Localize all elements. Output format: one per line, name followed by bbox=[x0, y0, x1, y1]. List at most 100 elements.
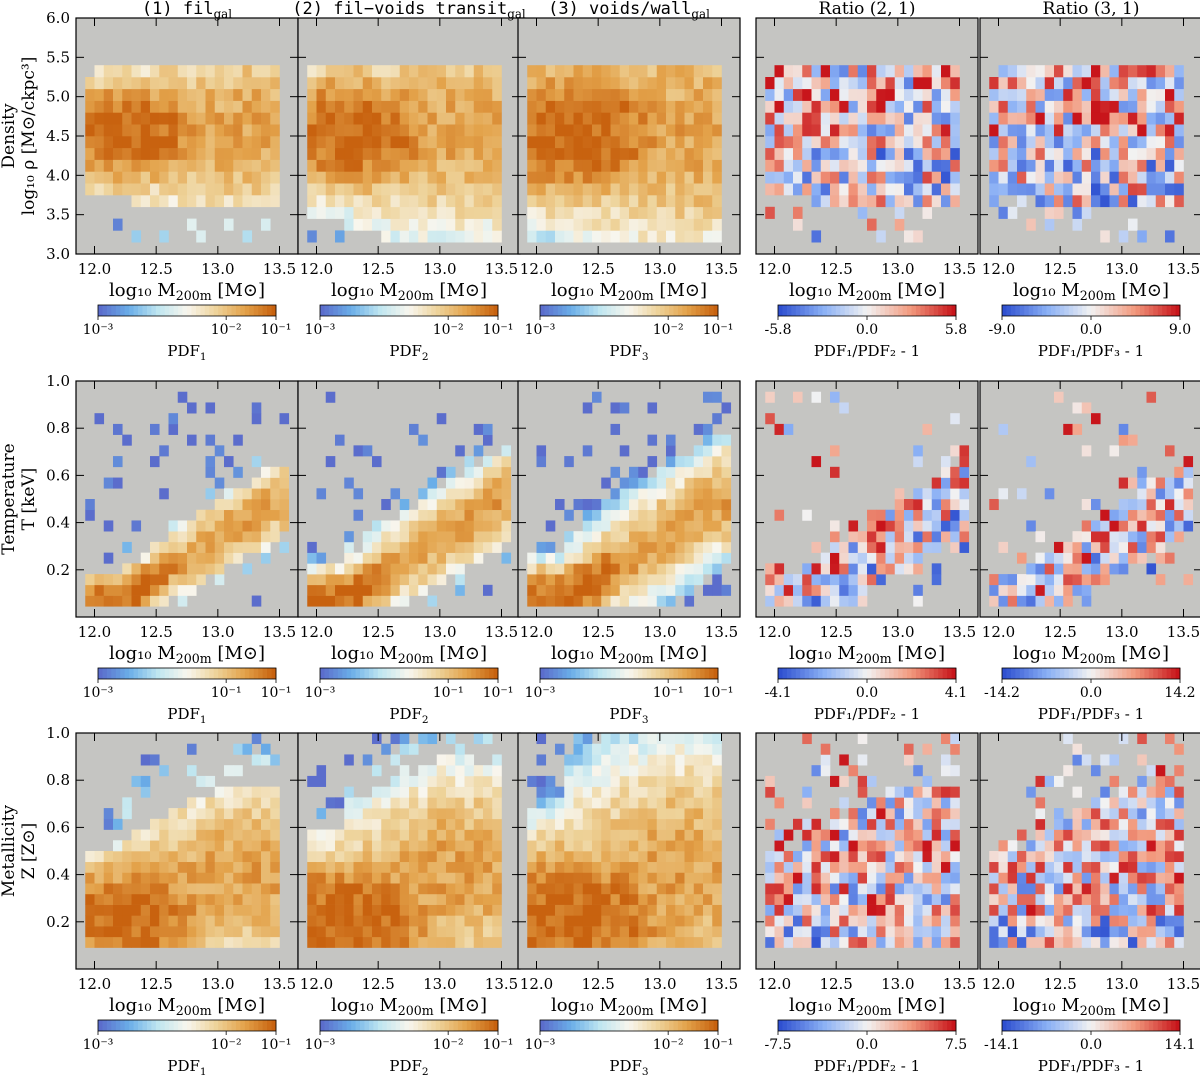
heatmap-cell bbox=[270, 786, 280, 798]
heatmap-cell bbox=[684, 574, 695, 586]
heatmap-cell bbox=[876, 147, 886, 160]
heatmap-cell bbox=[390, 915, 401, 927]
heatmap-cell bbox=[647, 563, 658, 575]
heatmap-cell bbox=[1072, 936, 1083, 948]
heatmap-cell bbox=[177, 936, 188, 948]
heatmap-cell bbox=[214, 840, 225, 852]
heatmap-cell bbox=[885, 818, 896, 830]
colorbar-segment bbox=[844, 305, 850, 316]
colorbar-segment bbox=[377, 668, 383, 679]
heatmap-cell bbox=[205, 77, 216, 90]
heatmap-cell bbox=[464, 541, 475, 553]
heatmap-cell bbox=[436, 797, 447, 809]
heatmap-cell bbox=[103, 936, 114, 948]
heatmap-cell bbox=[113, 456, 123, 468]
heatmap-cell bbox=[353, 563, 364, 575]
heatmap-cell bbox=[1081, 851, 1092, 863]
colorbar-segment bbox=[853, 668, 859, 679]
heatmap-cell bbox=[1054, 904, 1064, 916]
heatmap-cell bbox=[1137, 112, 1147, 125]
colorbar-segment bbox=[575, 1020, 581, 1031]
heatmap-cell bbox=[335, 797, 345, 809]
heatmap-cell bbox=[409, 509, 419, 521]
heatmap-cell bbox=[922, 818, 933, 830]
heatmap-cell bbox=[684, 936, 695, 948]
heatmap-cell bbox=[436, 195, 447, 208]
colorbar-segment bbox=[382, 1020, 388, 1031]
colorbar-segment bbox=[160, 1020, 166, 1031]
heatmap-cell bbox=[894, 840, 905, 852]
heatmap-cell bbox=[656, 818, 667, 830]
heatmap-cell bbox=[802, 861, 812, 873]
heatmap-cell bbox=[168, 136, 179, 149]
colorbar-segment bbox=[271, 668, 277, 679]
heatmap-cell bbox=[409, 893, 419, 905]
heatmap-cell bbox=[177, 112, 188, 125]
colorbar-segment bbox=[1153, 668, 1159, 679]
heatmap-cell bbox=[168, 808, 179, 820]
heatmap-cell bbox=[820, 563, 831, 575]
colorbar-segment bbox=[611, 668, 617, 679]
heatmap-cell bbox=[582, 883, 593, 895]
heatmap-cell bbox=[1017, 136, 1027, 149]
heatmap-cell bbox=[335, 230, 345, 243]
heatmap-cell bbox=[536, 797, 547, 809]
heatmap-cell bbox=[783, 829, 794, 841]
heatmap-cell bbox=[793, 136, 803, 149]
heatmap-cell bbox=[344, 936, 354, 948]
heatmap-cell bbox=[555, 183, 565, 196]
heatmap-cell bbox=[582, 195, 593, 208]
heatmap-cell bbox=[140, 147, 151, 160]
colorbar-tick-label: 10⁻³ bbox=[83, 685, 114, 701]
heatmap-cell bbox=[307, 851, 317, 863]
heatmap-cell bbox=[998, 893, 1009, 905]
heatmap-cell bbox=[601, 136, 611, 149]
heatmap-cell bbox=[436, 509, 447, 521]
colorbar-segment bbox=[862, 305, 868, 316]
heatmap-cell bbox=[1081, 171, 1092, 184]
heatmap-cell bbox=[802, 183, 812, 196]
heatmap-cell bbox=[527, 563, 537, 575]
heatmap-cell bbox=[839, 829, 849, 841]
colorbar-segment bbox=[328, 668, 334, 679]
heatmap-cell bbox=[418, 915, 428, 927]
heatmap-cell bbox=[684, 872, 695, 884]
heatmap-cell bbox=[492, 520, 502, 532]
heatmap-cell bbox=[950, 183, 960, 196]
heatmap-cell bbox=[894, 159, 905, 172]
heatmap-cell bbox=[399, 136, 410, 149]
heatmap-cell bbox=[85, 893, 95, 905]
heatmap-cell bbox=[233, 136, 243, 149]
heatmap-cell bbox=[1118, 563, 1129, 575]
heatmap-cell bbox=[242, 509, 253, 521]
heatmap-cell bbox=[684, 861, 695, 873]
heatmap-cell bbox=[1128, 100, 1138, 113]
heatmap-cell bbox=[399, 552, 410, 564]
heatmap-cell bbox=[536, 541, 547, 553]
heatmap-cell bbox=[261, 171, 271, 184]
heatmap-cell bbox=[1128, 65, 1138, 78]
heatmap-cell bbox=[1035, 893, 1046, 905]
colorbar-segment bbox=[795, 1020, 801, 1031]
heatmap-cell bbox=[409, 147, 419, 160]
heatmap-cell bbox=[455, 743, 465, 755]
heatmap-cell bbox=[582, 893, 593, 905]
heatmap-cell bbox=[876, 926, 886, 938]
heatmap-cell bbox=[85, 77, 95, 90]
heatmap-cell bbox=[261, 872, 271, 884]
heatmap-cell bbox=[270, 159, 280, 172]
colorbar-segment bbox=[368, 305, 374, 316]
heatmap-cell bbox=[455, 563, 465, 575]
heatmap-cell bbox=[876, 520, 886, 532]
heatmap-cell bbox=[140, 77, 151, 90]
heatmap-cell bbox=[666, 171, 676, 184]
colorbar-segment bbox=[633, 1020, 639, 1031]
x-tick-label: 13.5 bbox=[705, 975, 738, 993]
heatmap-cell bbox=[94, 893, 105, 905]
heatmap-cell bbox=[492, 88, 502, 101]
heatmap-cell bbox=[1044, 574, 1055, 586]
heatmap-cell bbox=[316, 136, 327, 149]
heatmap-cell bbox=[140, 915, 151, 927]
heatmap-cell bbox=[610, 765, 621, 777]
heatmap-cell bbox=[187, 541, 197, 553]
